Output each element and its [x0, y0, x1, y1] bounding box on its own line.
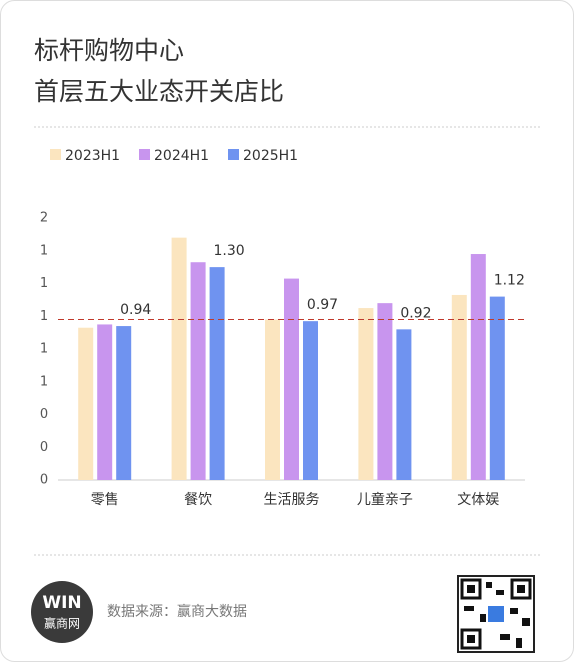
bar	[489, 296, 505, 480]
title-line: 标杆购物中心	[34, 36, 184, 65]
x-tick-label: 文体娱	[457, 492, 499, 508]
y-tick-label: 0	[40, 473, 48, 488]
bar	[190, 262, 206, 480]
x-tick-label: 儿童亲子	[357, 491, 413, 508]
bar	[303, 321, 318, 480]
bar	[451, 294, 467, 480]
y-tick-label: 1	[40, 374, 48, 389]
data-label: 0.92	[400, 305, 431, 321]
data-label: 0.94	[120, 302, 151, 318]
bar	[97, 324, 113, 480]
bar	[171, 237, 187, 480]
data-label: 0.97	[307, 297, 338, 313]
data-label: 1.30	[214, 243, 245, 259]
bar	[265, 319, 280, 480]
data-label: 1.12	[494, 273, 525, 289]
bar	[78, 327, 94, 480]
bar	[377, 303, 393, 480]
y-tick-label: 1	[40, 342, 48, 357]
source-note: 数据来源：赢商大数据	[107, 603, 247, 620]
x-tick-label: 餐饮	[184, 492, 212, 508]
y-tick-label: 1	[40, 309, 48, 324]
title-line: 首层五大业态开关店比	[34, 77, 284, 106]
y-tick-label: 0	[40, 440, 48, 455]
legend-swatch	[139, 149, 150, 160]
bar	[358, 308, 374, 480]
y-tick-label: 2	[40, 211, 48, 226]
x-tick-label: 生活服务	[264, 492, 320, 508]
legend-label: 2023H1	[65, 148, 120, 164]
bar	[284, 278, 299, 480]
bar	[116, 326, 132, 480]
legend-swatch	[50, 149, 61, 160]
bar	[470, 254, 486, 480]
x-tick-label: 零售	[91, 492, 119, 508]
legend-swatch	[228, 149, 239, 160]
logo	[31, 581, 93, 643]
y-tick-label: 0	[40, 407, 48, 422]
bar	[209, 267, 225, 480]
logo-name: 赢商网	[44, 616, 80, 631]
y-tick-label: 1	[40, 243, 48, 258]
legend-label: 2025H1	[243, 148, 298, 164]
qr-code	[457, 575, 535, 653]
legend-label: 2024H1	[154, 148, 209, 164]
logo-text: WIN	[42, 593, 81, 613]
bar	[396, 329, 412, 480]
y-tick-label: 1	[40, 276, 48, 291]
